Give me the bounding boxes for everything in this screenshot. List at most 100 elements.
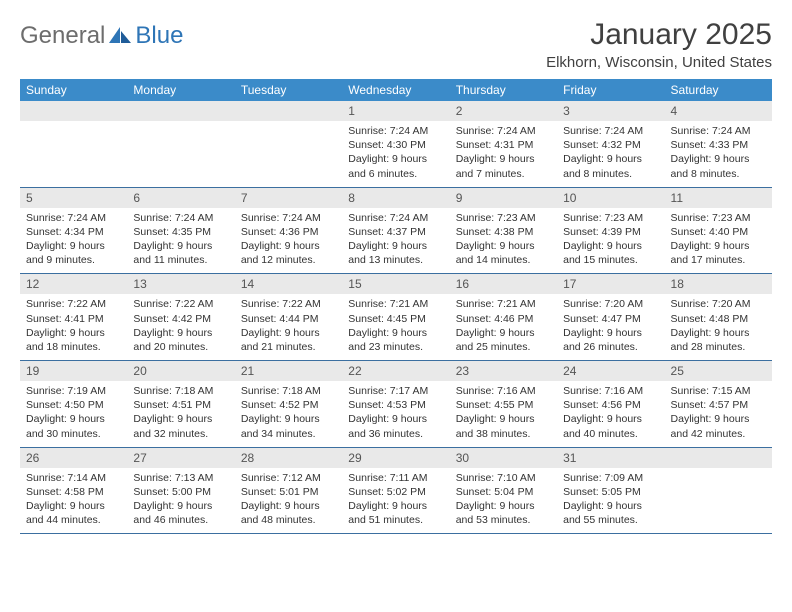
day-detail-line: Daylight: 9 hours — [133, 326, 228, 340]
day-detail-line: Sunrise: 7:22 AM — [241, 297, 336, 311]
day-detail-line: Daylight: 9 hours — [456, 326, 551, 340]
day-detail-line: Sunrise: 7:14 AM — [26, 471, 121, 485]
day-detail: Sunrise: 7:20 AMSunset: 4:48 PMDaylight:… — [665, 294, 772, 360]
dayhead-sat: Saturday — [665, 79, 772, 101]
day-detail: Sunrise: 7:22 AMSunset: 4:41 PMDaylight:… — [20, 294, 127, 360]
day-detail-line: and 51 minutes. — [348, 513, 443, 527]
day-detail: Sunrise: 7:24 AMSunset: 4:37 PMDaylight:… — [342, 208, 449, 274]
day-detail-line: Daylight: 9 hours — [348, 326, 443, 340]
day-detail-line: Sunset: 5:00 PM — [133, 485, 228, 499]
day-number: 15 — [342, 274, 449, 294]
day-number: 6 — [127, 188, 234, 208]
day-detail: Sunrise: 7:21 AMSunset: 4:45 PMDaylight:… — [342, 294, 449, 360]
day-detail-line: and 34 minutes. — [241, 427, 336, 441]
day-detail-line: Sunset: 5:01 PM — [241, 485, 336, 499]
day-number: 18 — [665, 274, 772, 294]
day-detail-line: Sunset: 4:42 PM — [133, 312, 228, 326]
day-detail-line: and 42 minutes. — [671, 427, 766, 441]
day-detail: Sunrise: 7:24 AMSunset: 4:34 PMDaylight:… — [20, 208, 127, 274]
day-number: 9 — [450, 188, 557, 208]
day-number: 16 — [450, 274, 557, 294]
day-detail-line: and 55 minutes. — [563, 513, 658, 527]
day-detail-line: Sunset: 4:37 PM — [348, 225, 443, 239]
day-detail-line: Sunrise: 7:23 AM — [456, 211, 551, 225]
day-cell: 14Sunrise: 7:22 AMSunset: 4:44 PMDayligh… — [235, 274, 342, 361]
day-detail-line: and 6 minutes. — [348, 167, 443, 181]
day-cell: 12Sunrise: 7:22 AMSunset: 4:41 PMDayligh… — [20, 274, 127, 361]
day-detail-line: Sunrise: 7:16 AM — [456, 384, 551, 398]
day-detail — [665, 468, 772, 530]
day-detail-line: Sunrise: 7:24 AM — [348, 211, 443, 225]
day-detail-line: Daylight: 9 hours — [133, 412, 228, 426]
week-row: 5Sunrise: 7:24 AMSunset: 4:34 PMDaylight… — [20, 187, 772, 274]
day-detail-line: and 28 minutes. — [671, 340, 766, 354]
day-number: 2 — [450, 101, 557, 121]
day-detail-line: and 7 minutes. — [456, 167, 551, 181]
day-detail-line: Sunrise: 7:21 AM — [348, 297, 443, 311]
day-detail: Sunrise: 7:18 AMSunset: 4:51 PMDaylight:… — [127, 381, 234, 447]
day-detail-line: Sunrise: 7:22 AM — [26, 297, 121, 311]
day-detail-line: Sunrise: 7:10 AM — [456, 471, 551, 485]
day-detail: Sunrise: 7:10 AMSunset: 5:04 PMDaylight:… — [450, 468, 557, 534]
day-detail-line: and 36 minutes. — [348, 427, 443, 441]
day-detail-line: Sunrise: 7:18 AM — [133, 384, 228, 398]
day-number: 8 — [342, 188, 449, 208]
day-cell — [235, 101, 342, 187]
day-detail-line: Daylight: 9 hours — [456, 412, 551, 426]
week-row: 19Sunrise: 7:19 AMSunset: 4:50 PMDayligh… — [20, 361, 772, 448]
day-cell: 7Sunrise: 7:24 AMSunset: 4:36 PMDaylight… — [235, 187, 342, 274]
day-detail-line: Daylight: 9 hours — [241, 412, 336, 426]
day-detail-line: and 12 minutes. — [241, 253, 336, 267]
dayhead-mon: Monday — [127, 79, 234, 101]
day-cell: 6Sunrise: 7:24 AMSunset: 4:35 PMDaylight… — [127, 187, 234, 274]
day-cell: 1Sunrise: 7:24 AMSunset: 4:30 PMDaylight… — [342, 101, 449, 187]
day-cell: 23Sunrise: 7:16 AMSunset: 4:55 PMDayligh… — [450, 361, 557, 448]
day-detail-line: Daylight: 9 hours — [133, 239, 228, 253]
day-detail-line: Sunrise: 7:24 AM — [563, 124, 658, 138]
day-detail: Sunrise: 7:19 AMSunset: 4:50 PMDaylight:… — [20, 381, 127, 447]
day-detail: Sunrise: 7:13 AMSunset: 5:00 PMDaylight:… — [127, 468, 234, 534]
day-number: 21 — [235, 361, 342, 381]
day-cell: 9Sunrise: 7:23 AMSunset: 4:38 PMDaylight… — [450, 187, 557, 274]
day-cell: 11Sunrise: 7:23 AMSunset: 4:40 PMDayligh… — [665, 187, 772, 274]
day-detail-line: Sunset: 4:52 PM — [241, 398, 336, 412]
day-number — [665, 448, 772, 468]
day-detail-line: Sunrise: 7:21 AM — [456, 297, 551, 311]
day-detail-line: and 20 minutes. — [133, 340, 228, 354]
day-detail: Sunrise: 7:17 AMSunset: 4:53 PMDaylight:… — [342, 381, 449, 447]
day-number: 11 — [665, 188, 772, 208]
day-number: 27 — [127, 448, 234, 468]
day-number: 24 — [557, 361, 664, 381]
day-detail-line: Sunrise: 7:13 AM — [133, 471, 228, 485]
day-detail-line: Daylight: 9 hours — [241, 239, 336, 253]
day-detail-line: Sunrise: 7:17 AM — [348, 384, 443, 398]
day-cell: 25Sunrise: 7:15 AMSunset: 4:57 PMDayligh… — [665, 361, 772, 448]
day-detail-line: Daylight: 9 hours — [26, 239, 121, 253]
day-detail-line: Sunset: 4:47 PM — [563, 312, 658, 326]
day-detail-line: Daylight: 9 hours — [563, 239, 658, 253]
day-detail-line: Daylight: 9 hours — [563, 499, 658, 513]
day-number: 31 — [557, 448, 664, 468]
day-detail-line: Sunrise: 7:24 AM — [671, 124, 766, 138]
day-detail-line: Daylight: 9 hours — [26, 499, 121, 513]
day-detail-line: Daylight: 9 hours — [241, 499, 336, 513]
day-detail-line: and 38 minutes. — [456, 427, 551, 441]
day-detail: Sunrise: 7:14 AMSunset: 4:58 PMDaylight:… — [20, 468, 127, 534]
day-detail: Sunrise: 7:12 AMSunset: 5:01 PMDaylight:… — [235, 468, 342, 534]
day-detail-line: Daylight: 9 hours — [26, 326, 121, 340]
day-number — [235, 101, 342, 121]
day-detail-line: and 17 minutes. — [671, 253, 766, 267]
day-detail-line: Sunset: 4:40 PM — [671, 225, 766, 239]
day-detail-line: Sunset: 4:35 PM — [133, 225, 228, 239]
day-detail-line: and 21 minutes. — [241, 340, 336, 354]
day-detail-line: Sunrise: 7:19 AM — [26, 384, 121, 398]
day-detail-line: Sunset: 4:48 PM — [671, 312, 766, 326]
day-cell — [127, 101, 234, 187]
day-detail: Sunrise: 7:15 AMSunset: 4:57 PMDaylight:… — [665, 381, 772, 447]
day-detail-line: Sunset: 4:30 PM — [348, 138, 443, 152]
day-cell: 17Sunrise: 7:20 AMSunset: 4:47 PMDayligh… — [557, 274, 664, 361]
day-detail-line: Daylight: 9 hours — [241, 326, 336, 340]
day-cell: 4Sunrise: 7:24 AMSunset: 4:33 PMDaylight… — [665, 101, 772, 187]
day-detail: Sunrise: 7:24 AMSunset: 4:30 PMDaylight:… — [342, 121, 449, 187]
day-detail-line: Sunrise: 7:24 AM — [456, 124, 551, 138]
